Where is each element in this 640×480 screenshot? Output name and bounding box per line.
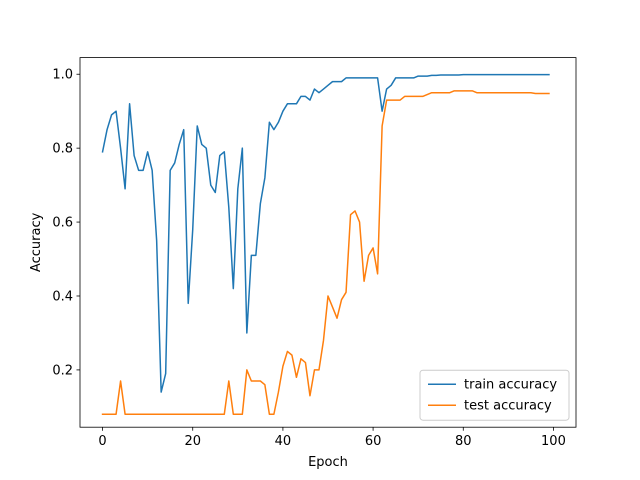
legend-label-1: test accuracy (464, 399, 552, 414)
legend-label-0: train accuracy (464, 378, 557, 393)
y-tick-label: 0.6 (52, 216, 73, 231)
x-tick-label: 0 (98, 434, 106, 449)
plot-background (80, 57, 576, 428)
x-tick-label: 80 (455, 434, 472, 449)
legend-box (419, 369, 570, 421)
y-axis-label: Accuracy (29, 212, 44, 272)
series-line-1 (101, 90, 550, 416)
legend: train accuracy test accuracy (419, 369, 570, 421)
series-lines (101, 73, 550, 416)
series-line-0 (101, 73, 550, 393)
x-axis-label: Epoch (308, 455, 348, 470)
y-tick-label: 0.8 (52, 142, 73, 157)
x-tick-label: 20 (184, 434, 201, 449)
y-tick-label: 0.4 (52, 289, 73, 304)
y-tick-label: 0.2 (52, 363, 73, 378)
x-tick-label: 100 (541, 434, 566, 449)
y-tick-label: 1.0 (52, 68, 73, 83)
x-tick-label: 60 (365, 434, 382, 449)
axes: 0 20 40 60 80 100 0.2 0.4 0.6 0.8 1.0 (52, 57, 577, 449)
plot-frame (79, 57, 577, 428)
x-tick-label: 40 (275, 434, 292, 449)
